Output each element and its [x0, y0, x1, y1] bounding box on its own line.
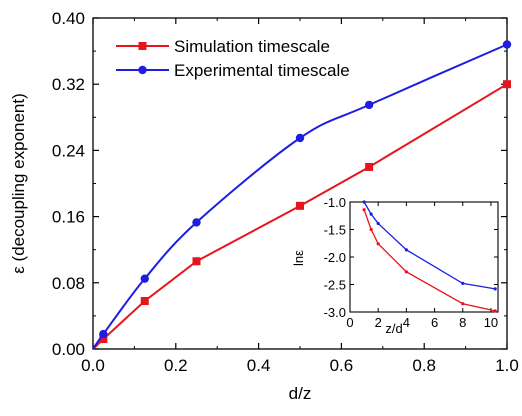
- inset-data-point: [362, 200, 366, 204]
- inset-frame: [349, 201, 499, 313]
- x-axis-title: d/z: [289, 384, 312, 403]
- y-tick-label: 0.40: [52, 9, 85, 28]
- inset-data-point: [362, 208, 366, 212]
- y-tick-label: 0.16: [52, 208, 85, 227]
- inset-data-point: [404, 270, 408, 274]
- data-point-experimental: [192, 218, 201, 227]
- x-tick-label: 0.6: [330, 356, 354, 375]
- legend-marker-circle: [138, 65, 147, 75]
- inset-y-tick-label: -2.0: [324, 250, 346, 265]
- data-point-experimental: [364, 100, 374, 110]
- inset-x-tick-label: 6: [431, 315, 438, 330]
- legend-label: Simulation timescale: [174, 37, 330, 56]
- inset-data-point: [376, 221, 380, 226]
- inset-x-tick-label: 2: [375, 315, 382, 330]
- inset-series-line: [363, 209, 496, 312]
- inset-data-point: [369, 227, 373, 232]
- inset-y-tick-label: -1.5: [324, 223, 346, 238]
- y-tick-label: 0.32: [52, 75, 85, 94]
- data-point-simulation: [140, 297, 149, 306]
- legend-marker-square: [138, 42, 147, 50]
- x-tick-label: 0.4: [247, 356, 271, 375]
- data-point-experimental: [295, 133, 305, 143]
- data-point-experimental: [502, 40, 512, 49]
- inset-data-point: [376, 242, 380, 246]
- data-point-experimental: [140, 274, 149, 283]
- inset-data-point: [493, 309, 497, 313]
- x-tick-label: 0.2: [164, 356, 188, 375]
- inset-y-axis-title: lnε: [291, 250, 306, 266]
- inset-y-tick-label: -3.0: [324, 305, 346, 320]
- inset-x-tick-label: 0: [346, 315, 353, 330]
- legend: Simulation timescale Experimental timesca…: [116, 37, 350, 80]
- inset-x-tick-label: 10: [484, 315, 498, 330]
- inset-data-point: [461, 281, 465, 285]
- data-point-simulation: [503, 80, 511, 89]
- inset-plot: 0 2 4 6 8 10 -1.0 -1.5 -2.0 -2.5 -3.0 z/d lnε: [291, 195, 499, 336]
- data-point-simulation: [296, 201, 304, 210]
- data-point-simulation: [192, 257, 201, 266]
- data-point-simulation: [365, 162, 374, 171]
- legend-label: Experimental timescale: [174, 61, 350, 80]
- data-point-experimental: [99, 329, 108, 339]
- data-point-simulation: [99, 335, 108, 344]
- inset-x-tick-label: 8: [459, 315, 466, 330]
- x-tick-label: 0.8: [412, 356, 436, 375]
- inset-data-point: [493, 287, 497, 291]
- inset-series-line: [363, 201, 496, 290]
- inset-y-tick-label: -1.0: [324, 195, 346, 210]
- inset-x-axis-title: z/d: [385, 321, 402, 336]
- inset-y-tick-label: -2.5: [324, 278, 346, 293]
- main-plot: 0.0 0.2 0.4 0.6 0.8 1.0 0.00 0.08 0.16 0.24 0.32 0.…: [9, 9, 519, 403]
- x-tick-label: 1.0: [495, 356, 519, 375]
- y-axis-title: ε (decoupling exponent): [9, 93, 28, 274]
- y-tick-label: 0.08: [52, 274, 85, 293]
- series-line-experimental: [92, 43, 508, 350]
- y-tick-label: 0.00: [52, 340, 85, 359]
- y-tick-label: 0.24: [52, 141, 85, 160]
- inset-data-point: [404, 248, 408, 252]
- inset-data-point: [369, 212, 373, 216]
- x-tick-label: 0.0: [81, 356, 105, 375]
- inset-x-tick-label: 4: [403, 315, 410, 330]
- inset-data-point: [461, 302, 465, 306]
